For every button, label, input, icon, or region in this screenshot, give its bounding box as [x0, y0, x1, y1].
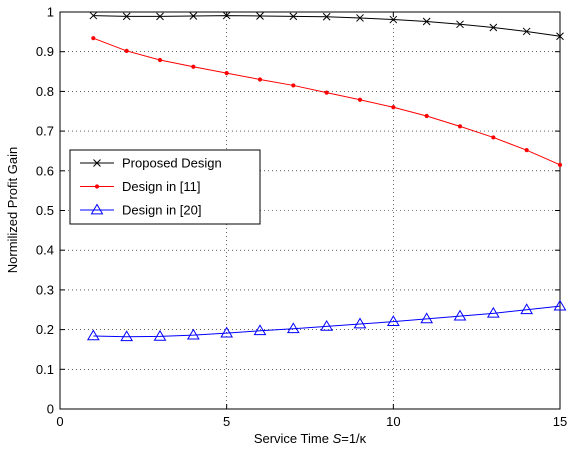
y-tick-label: 0.9 [36, 44, 54, 59]
data-point [286, 322, 300, 334]
data-point [357, 97, 363, 102]
data-point [89, 11, 98, 20]
data-point [453, 309, 467, 321]
series-1 [89, 11, 564, 41]
y-tick-label: 1 [47, 5, 54, 20]
grid-lines [60, 12, 560, 409]
x-axis-label-prefix: Service Time [254, 431, 333, 446]
y-tick-label: 0.2 [36, 322, 54, 337]
y-tick-label: 0.7 [36, 124, 54, 139]
data-point [120, 330, 134, 342]
data-point [524, 148, 529, 153]
data-point [156, 12, 164, 21]
data-point [291, 83, 296, 88]
data-point [222, 11, 231, 20]
data-point [489, 23, 498, 32]
y-tick-label: 0.4 [36, 243, 54, 258]
y-tick-label: 0.5 [36, 203, 54, 218]
data-point [424, 113, 429, 119]
y-tick-label: 0.6 [36, 163, 54, 178]
data-point [186, 328, 200, 340]
data-point [520, 303, 534, 315]
data-point [220, 326, 234, 338]
data-point [86, 329, 100, 341]
data-point [491, 135, 496, 140]
data-point [124, 48, 129, 54]
x-axis-label-italic: S [333, 431, 342, 446]
y-tick-label: 0 [47, 402, 54, 417]
legend-swatch-marker [90, 203, 104, 215]
x-tick-label: 0 [56, 414, 63, 429]
data-point [322, 12, 331, 21]
data-point [91, 36, 96, 41]
data-point [522, 27, 531, 36]
data-point [389, 15, 398, 24]
legend-label: Design in [20] [122, 203, 202, 218]
data-point [557, 162, 563, 167]
y-tick-label: 0.1 [36, 362, 54, 377]
data-point [256, 12, 264, 20]
series-group [86, 11, 567, 342]
x-axis-label-suffix: =1/κ [341, 431, 366, 446]
data-point [486, 306, 500, 318]
data-point [289, 12, 298, 21]
x-tick-label: 10 [386, 414, 400, 429]
data-point [457, 124, 463, 129]
legend-swatch-marker [93, 159, 101, 167]
data-point [191, 64, 196, 69]
x-axis-label: Service Time S=1/κ [254, 431, 367, 446]
y-tick-label: 0.8 [36, 84, 54, 99]
data-point [153, 329, 167, 341]
data-point [157, 57, 163, 63]
legend-label: Proposed Design [122, 156, 222, 171]
series-line [93, 305, 561, 338]
data-point [556, 32, 564, 41]
data-point [353, 317, 367, 329]
data-point [257, 77, 263, 82]
series-3 [86, 299, 567, 342]
data-point [122, 12, 131, 21]
data-point [422, 17, 431, 26]
data-point [356, 14, 364, 22]
series-2 [91, 36, 563, 167]
data-point [189, 12, 198, 20]
data-point [420, 312, 434, 324]
data-point [324, 90, 329, 95]
x-tick-label: 5 [223, 414, 230, 429]
legend: Proposed Design Design in [11] Design in [… [69, 149, 261, 225]
data-point [253, 324, 267, 336]
data-point [456, 20, 464, 29]
axis-ticks: 0 5 10 15 0 0.1 0.2 0.3 0.4 0.5 0.6 0.7 0.8 0.9 1 [36, 5, 567, 430]
legend-swatch-marker [94, 184, 100, 189]
x-tick-label: 15 [553, 414, 567, 429]
legend-label: Design in [11] [122, 179, 201, 194]
data-point [386, 315, 400, 327]
y-tick-label: 0.3 [36, 282, 54, 297]
data-point [320, 319, 334, 331]
data-point [553, 299, 567, 311]
data-point [391, 105, 396, 110]
y-axis-label: Normilized Profit Gain [5, 147, 20, 273]
data-point [224, 71, 229, 76]
